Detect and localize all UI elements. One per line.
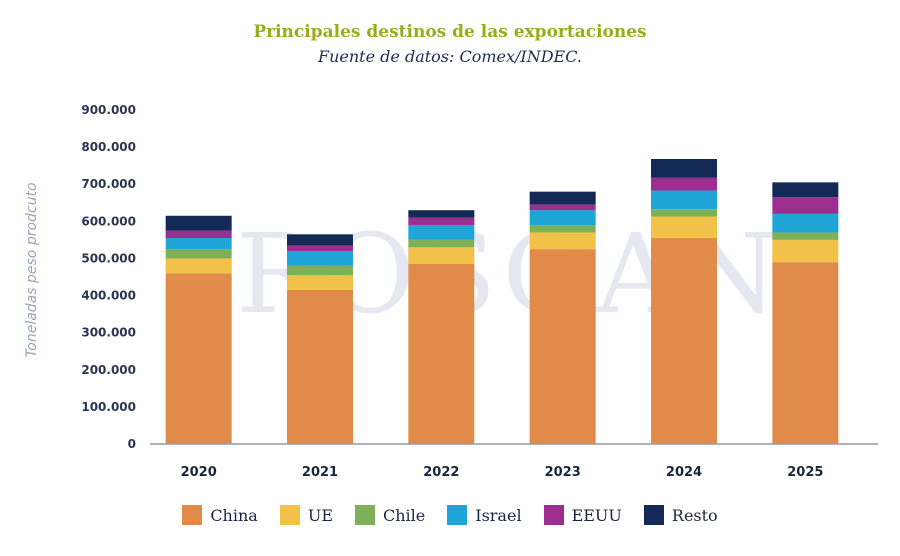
legend-swatch bbox=[543, 505, 564, 525]
legend-swatch bbox=[643, 505, 664, 525]
legend-item-ue: UE bbox=[279, 505, 333, 525]
legend-label: EEUU bbox=[571, 505, 622, 525]
y-tick-label: 100.000 bbox=[81, 400, 136, 414]
legend-item-resto: Resto bbox=[643, 505, 718, 525]
legend-item-eeuu: EEUU bbox=[543, 505, 622, 525]
y-tick-label: 700.000 bbox=[81, 177, 136, 191]
chart-subtitle: Fuente de datos: Comex/INDEC. bbox=[317, 47, 582, 66]
bar-segment-ue-2021 bbox=[287, 275, 353, 290]
bar-segment-ue-2025 bbox=[772, 239, 839, 263]
bar-segment-israel-2023 bbox=[529, 210, 596, 226]
y-tick-label: 400.000 bbox=[81, 289, 136, 303]
bar-segment-china-2024 bbox=[651, 238, 717, 444]
bar-segment-resto-2025 bbox=[772, 182, 839, 198]
bar-segment-china-2020 bbox=[165, 273, 232, 444]
bar-segment-ue-2024 bbox=[651, 216, 717, 239]
bar-segment-china-2025 bbox=[772, 262, 839, 444]
bar-segment-ue-2020 bbox=[165, 258, 232, 274]
legend-label: UE bbox=[307, 505, 333, 525]
bar-segment-resto-2022 bbox=[408, 210, 475, 218]
x-tick-label: 2021 bbox=[302, 465, 338, 480]
legend-item-china: China bbox=[182, 505, 258, 525]
y-tick-label: 300.000 bbox=[81, 326, 136, 340]
bar-segment-chile-2023 bbox=[529, 225, 596, 233]
bar-segment-israel-2025 bbox=[772, 213, 839, 233]
legend-label: Israel bbox=[475, 505, 522, 525]
legend: China UE Chile Israel EEUU Resto bbox=[0, 505, 900, 525]
legend-label: China bbox=[210, 505, 258, 525]
legend-swatch bbox=[182, 505, 203, 525]
y-tick-label: 600.000 bbox=[81, 214, 136, 228]
bar-segment-israel-2022 bbox=[408, 225, 475, 240]
chart-title: Principales destinos de las exportacione… bbox=[253, 22, 647, 42]
bar-segment-ue-2023 bbox=[529, 232, 596, 250]
y-tick-label: 500.000 bbox=[81, 251, 136, 265]
bar-segment-resto-2021 bbox=[287, 234, 353, 246]
bar-segment-china-2021 bbox=[287, 289, 353, 444]
bar-segment-eeuu-2022 bbox=[408, 217, 475, 226]
bar-segment-eeuu-2021 bbox=[287, 245, 353, 252]
bar-segment-chile-2022 bbox=[408, 239, 475, 248]
x-tick-label: 2020 bbox=[181, 465, 217, 480]
legend-swatch bbox=[447, 505, 468, 525]
legend-item-chile: Chile bbox=[355, 505, 425, 525]
bar-segment-chile-2024 bbox=[651, 209, 717, 217]
bar-segment-israel-2020 bbox=[165, 238, 232, 250]
y-tick-label: 800.000 bbox=[81, 140, 136, 154]
x-tick-label: 2024 bbox=[666, 465, 702, 480]
bar-segment-israel-2024 bbox=[651, 190, 717, 210]
bar-segment-chile-2020 bbox=[165, 249, 232, 259]
bar-segment-resto-2024 bbox=[651, 158, 717, 178]
x-tick-label: 2025 bbox=[787, 465, 823, 480]
y-tick-label: 900.000 bbox=[81, 103, 136, 117]
bar-segment-eeuu-2023 bbox=[529, 204, 596, 211]
legend-label: Chile bbox=[383, 505, 426, 525]
y-tick-label: 0 bbox=[128, 437, 136, 451]
bar-segment-eeuu-2025 bbox=[772, 197, 839, 214]
bar-segment-eeuu-2024 bbox=[651, 177, 717, 191]
legend-item-israel: Israel bbox=[447, 505, 522, 525]
x-tick-label: 2022 bbox=[423, 465, 459, 480]
bar-segment-china-2022 bbox=[408, 264, 475, 444]
bar-segment-china-2023 bbox=[529, 249, 596, 444]
bar-segment-chile-2021 bbox=[287, 265, 353, 276]
bar-segment-resto-2023 bbox=[529, 191, 596, 205]
bar-segment-israel-2021 bbox=[287, 251, 353, 266]
y-tick-label: 200.000 bbox=[81, 363, 136, 377]
legend-label: Resto bbox=[671, 505, 718, 525]
bar-segment-chile-2025 bbox=[772, 232, 839, 240]
legend-swatch bbox=[355, 505, 375, 525]
legend-swatch bbox=[279, 505, 300, 525]
bar-segment-resto-2020 bbox=[165, 215, 232, 231]
bar-segment-ue-2022 bbox=[408, 247, 475, 265]
x-tick-label: 2023 bbox=[545, 465, 581, 480]
bar-segment-eeuu-2020 bbox=[165, 230, 232, 239]
